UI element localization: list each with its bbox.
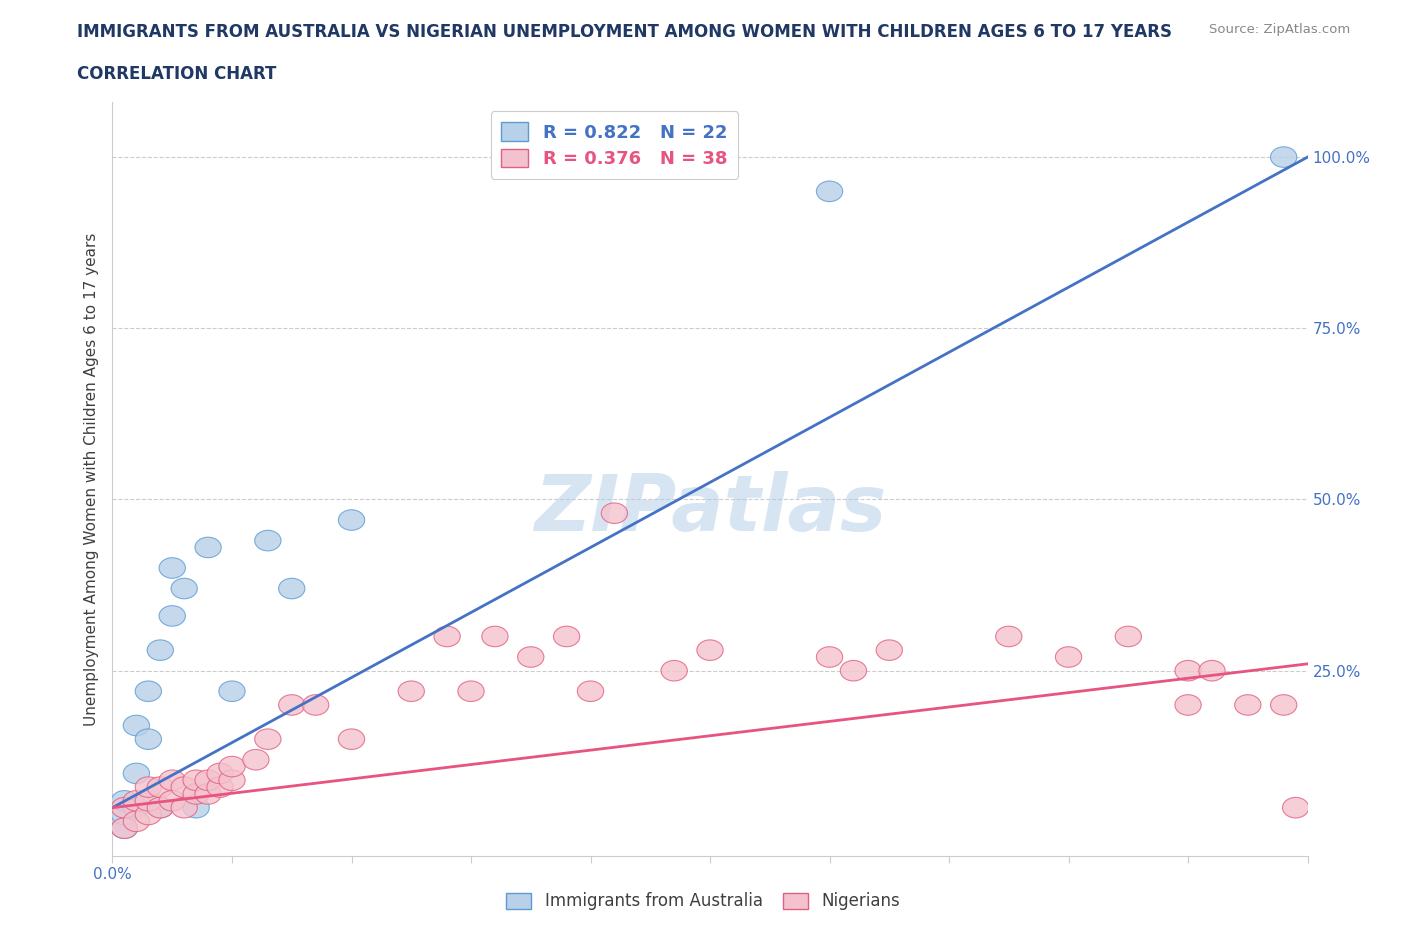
Ellipse shape	[148, 777, 173, 797]
Ellipse shape	[398, 681, 425, 701]
Y-axis label: Unemployment Among Women with Children Ages 6 to 17 years: Unemployment Among Women with Children A…	[83, 232, 98, 725]
Ellipse shape	[111, 804, 138, 825]
Ellipse shape	[1115, 626, 1142, 646]
Ellipse shape	[219, 770, 245, 790]
Ellipse shape	[111, 790, 138, 811]
Ellipse shape	[1271, 695, 1296, 715]
Ellipse shape	[458, 681, 484, 701]
Ellipse shape	[1199, 660, 1225, 681]
Ellipse shape	[183, 770, 209, 790]
Ellipse shape	[124, 797, 149, 818]
Ellipse shape	[278, 695, 305, 715]
Ellipse shape	[195, 770, 221, 790]
Ellipse shape	[254, 530, 281, 551]
Ellipse shape	[243, 750, 269, 770]
Ellipse shape	[817, 181, 842, 202]
Ellipse shape	[111, 818, 138, 839]
Ellipse shape	[578, 681, 603, 701]
Ellipse shape	[135, 777, 162, 797]
Ellipse shape	[135, 804, 162, 825]
Ellipse shape	[172, 777, 197, 797]
Ellipse shape	[554, 626, 579, 646]
Ellipse shape	[339, 510, 364, 530]
Ellipse shape	[195, 784, 221, 804]
Ellipse shape	[1175, 660, 1201, 681]
Ellipse shape	[111, 818, 138, 839]
Ellipse shape	[434, 626, 460, 646]
Ellipse shape	[995, 626, 1022, 646]
Ellipse shape	[602, 503, 627, 524]
Ellipse shape	[482, 626, 508, 646]
Ellipse shape	[195, 538, 221, 558]
Text: ZIPatlas: ZIPatlas	[534, 472, 886, 547]
Ellipse shape	[135, 790, 162, 811]
Ellipse shape	[517, 147, 544, 167]
Ellipse shape	[172, 578, 197, 599]
Ellipse shape	[148, 797, 173, 818]
Ellipse shape	[1282, 797, 1309, 818]
Ellipse shape	[302, 695, 329, 715]
Ellipse shape	[111, 797, 138, 818]
Ellipse shape	[219, 756, 245, 777]
Legend: R = 0.822   N = 22, R = 0.376   N = 38: R = 0.822 N = 22, R = 0.376 N = 38	[491, 112, 738, 179]
Ellipse shape	[172, 797, 197, 818]
Ellipse shape	[159, 558, 186, 578]
Ellipse shape	[207, 777, 233, 797]
Ellipse shape	[1271, 147, 1296, 167]
Legend: Immigrants from Australia, Nigerians: Immigrants from Australia, Nigerians	[499, 885, 907, 917]
Ellipse shape	[159, 790, 186, 811]
Ellipse shape	[219, 681, 245, 701]
Ellipse shape	[183, 784, 209, 804]
Ellipse shape	[661, 660, 688, 681]
Text: CORRELATION CHART: CORRELATION CHART	[77, 65, 277, 83]
Ellipse shape	[1234, 695, 1261, 715]
Ellipse shape	[124, 715, 149, 736]
Ellipse shape	[339, 729, 364, 750]
Ellipse shape	[1175, 695, 1201, 715]
Ellipse shape	[159, 770, 186, 790]
Ellipse shape	[135, 729, 162, 750]
Ellipse shape	[135, 681, 162, 701]
Ellipse shape	[148, 797, 173, 818]
Ellipse shape	[876, 640, 903, 660]
Ellipse shape	[697, 640, 723, 660]
Ellipse shape	[124, 790, 149, 811]
Ellipse shape	[159, 605, 186, 626]
Ellipse shape	[124, 811, 149, 831]
Ellipse shape	[841, 660, 866, 681]
Ellipse shape	[817, 646, 842, 668]
Text: Source: ZipAtlas.com: Source: ZipAtlas.com	[1209, 23, 1350, 36]
Ellipse shape	[183, 797, 209, 818]
Ellipse shape	[517, 646, 544, 668]
Ellipse shape	[278, 578, 305, 599]
Ellipse shape	[124, 764, 149, 784]
Ellipse shape	[1056, 646, 1081, 668]
Ellipse shape	[254, 729, 281, 750]
Ellipse shape	[148, 640, 173, 660]
Text: IMMIGRANTS FROM AUSTRALIA VS NIGERIAN UNEMPLOYMENT AMONG WOMEN WITH CHILDREN AGE: IMMIGRANTS FROM AUSTRALIA VS NIGERIAN UN…	[77, 23, 1173, 41]
Ellipse shape	[207, 764, 233, 784]
